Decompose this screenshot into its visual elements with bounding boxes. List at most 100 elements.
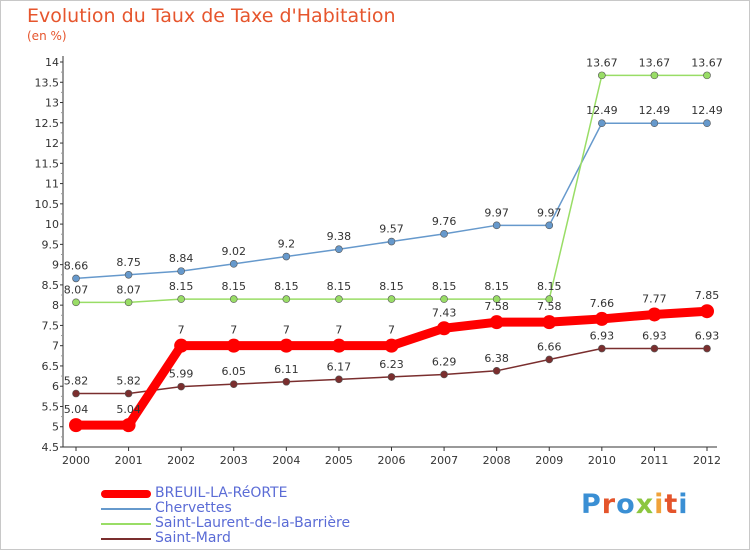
data-label: 9.76 [432,215,457,228]
data-point [387,237,396,246]
legend-label: Saint-Mard [155,530,231,546]
x-tick-label: 2011 [640,454,668,467]
x-tick-label: 2003 [220,454,248,467]
x-tick-label: 2012 [693,454,721,467]
x-tick-label: 2000 [62,454,90,467]
x-tick-label: 2010 [588,454,616,467]
data-point [545,355,554,364]
y-tick-label: 10 [45,218,59,231]
data-point [335,245,343,254]
data-point [647,307,662,322]
legend-swatch [101,489,151,498]
data-point [492,221,501,230]
x-tick-label: 2005 [325,454,353,467]
x-tick-label: 2007 [430,454,458,467]
data-label: 6.05 [222,365,247,378]
data-point [598,119,606,127]
y-tick-label: 12.5 [35,117,60,130]
data-point [229,260,238,268]
data-label: 9.38 [327,230,352,243]
data-label: 7 [335,324,342,337]
data-point [331,338,346,353]
data-label: 8.66 [64,259,89,272]
data-point [492,367,501,375]
data-point [335,375,343,384]
x-tick-label: 2001 [115,454,143,467]
data-label: 13.67 [586,56,618,69]
x-tick-label: 2008 [483,454,511,467]
logo-letter: o [616,489,636,520]
y-tick-label: 6 [52,380,59,393]
legend-label: Saint-Laurent-de-la-Barrière [155,515,351,531]
logo-letter: r [601,489,617,520]
data-label: 6.38 [484,352,509,365]
logo-letter: i [654,489,665,520]
data-label: 8.15 [327,280,352,293]
data-point [650,71,659,80]
legend-label: Chervettes [155,500,232,516]
x-tick-label: 2004 [272,454,300,467]
data-label: 13.67 [691,56,723,69]
data-point [279,338,294,353]
data-point [387,373,396,381]
data-point [703,119,711,127]
data-label: 7.85 [695,289,720,302]
data-label: 5.99 [169,368,194,381]
data-label: 8.84 [169,252,194,265]
legend-label: BREUIL-LA-RéORTE [155,485,288,501]
x-tick-label: 2002 [167,454,195,467]
data-point [229,295,238,303]
logo-letter: i [678,489,689,520]
data-point [598,344,606,353]
data-label: 12.49 [639,104,671,117]
y-tick-label: 10.5 [35,198,60,211]
data-label: 7 [388,324,395,337]
data-label: 9.97 [484,206,509,219]
data-point [124,298,133,307]
data-label: 8.15 [379,280,404,293]
y-tick-label: 5.5 [42,400,60,413]
data-label: 9.2 [278,238,296,251]
data-label: 6.93 [695,330,720,343]
data-point [650,119,659,127]
data-point [124,389,133,398]
data-label: 13.67 [639,56,671,69]
y-tick-label: 6.5 [42,360,60,373]
y-tick-label: 13 [45,97,59,110]
legend-swatch [101,522,151,525]
data-point [440,230,448,238]
x-tick-label: 2009 [535,454,563,467]
data-label: 8.07 [64,283,89,296]
data-label: 8.15 [274,280,299,293]
y-tick-label: 11.5 [35,157,60,170]
y-tick-label: 9 [52,259,59,272]
data-point [282,377,291,386]
chart-title: Evolution du Taux de Taxe d'Habitation [27,5,396,27]
data-point [174,338,189,353]
y-tick-label: 8 [52,299,59,312]
data-label: 6.23 [379,358,404,371]
x-tick-label: 2006 [378,454,406,467]
y-tick-label: 7 [52,340,59,353]
data-point [229,380,238,388]
y-tick-label: 8.5 [42,279,60,292]
y-tick-label: 13.5 [35,76,60,89]
data-point [598,71,606,80]
data-label: 9.57 [379,223,404,236]
data-point [177,382,185,391]
y-tick-label: 4.5 [42,441,60,454]
data-point [384,338,399,353]
data-point [177,267,185,275]
legend-swatch [101,507,151,510]
data-point [594,311,609,326]
data-label: 8.15 [169,280,194,293]
data-label: 9.02 [222,245,247,258]
data-point [226,338,241,353]
logo-letter: x [635,489,655,520]
y-tick-label: 5 [52,421,59,434]
data-label: 8.07 [116,283,141,296]
data-point [282,252,291,261]
data-point [282,295,291,303]
